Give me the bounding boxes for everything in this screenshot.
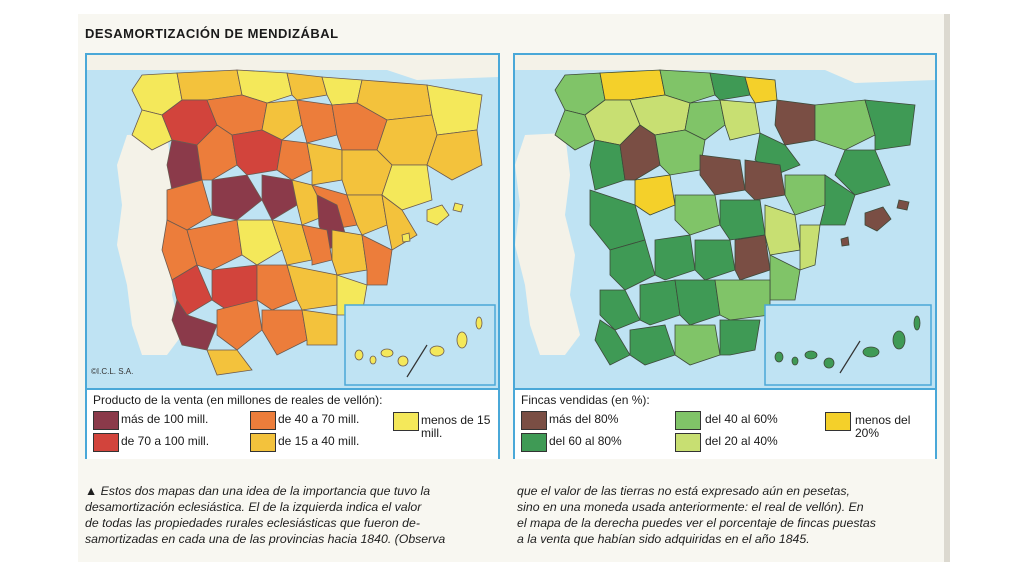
legend-label-20-40: del 20 al 40% [705,434,778,448]
canary-inset [344,304,496,386]
caption-right-line-3: el mapa de la derecha puedes ver el porc… [517,516,876,530]
france-land [515,55,935,83]
left-map: ©I.C.L. S.A. [87,55,498,388]
right-legend: Fincas vendidas (en %): más del 80% del … [515,388,935,459]
canary-islands [354,316,483,367]
legend-label-less-15: menos de 15 mill. [421,413,491,440]
legend-swatch-less-15 [393,412,419,431]
caption-right-line-2: sino en una moneda usada anteriormente: … [517,500,864,514]
caption-left-line-3: de todas las propiedades rurales eclesiá… [85,516,420,530]
legend-label-40-60: del 40 al 60% [705,412,778,426]
right-provinces [554,69,916,366]
left-provinces [131,69,483,376]
right-legend-title: Fincas vendidas (en %): [521,393,650,407]
copyright-label: ©I.C.L. S.A. [91,367,134,376]
left-legend-title: Producto de la venta (en millones de rea… [93,393,383,407]
caption-left: ▲ Estos dos mapas dan una idea de la imp… [85,483,495,547]
legend-label-15-40: de 15 a 40 mill. [278,434,360,448]
balearic-ibiza [840,236,850,247]
legend-label-more-80: más del 80% [549,412,619,426]
legend-label-less-20: menos del 20% [855,413,911,440]
left-map-panel: ©I.C.L. S.A. Producto de la venta (en mi… [85,53,500,459]
balearic-mallorca [864,206,892,232]
caption-left-line-2: desamortización eclesiástica. El de la i… [85,500,422,514]
triangle-marker-icon: ▲ [85,484,98,498]
balearic-menorca [896,199,910,211]
legend-swatch-15-40 [250,433,276,452]
right-map-panel: Fincas vendidas (en %): más del 80% del … [513,53,937,459]
caption-left-line-4: samortizadas en cada una de las provinci… [85,532,446,546]
legend-label-40-70: de 40 a 70 mill. [278,412,360,426]
page-title: DESAMORTIZACIÓN DE MENDIZÁBAL [85,26,339,41]
balearic-ibiza [401,232,411,243]
balearic-menorca [452,202,464,213]
canary-islands [774,315,921,369]
legend-swatch-70-100 [93,433,119,452]
portugal-land [515,133,580,355]
legend-label-more-100: más de 100 mill. [121,412,209,426]
caption-right-line-4: a la venta que habían sido adquiridas en… [517,532,810,546]
right-map-svg [515,55,935,386]
inset-divider [839,340,861,374]
left-legend: Producto de la venta (en millones de rea… [87,388,498,459]
caption-left-line-1: ▲ Estos dos mapas dan una idea de la imp… [85,483,495,499]
caption-right: que el valor de las tierras no está expr… [517,483,927,547]
legend-swatch-more-80 [521,411,547,430]
legend-label-60-80: del 60 al 80% [549,434,622,448]
france-land [87,55,498,80]
legend-swatch-less-20 [825,412,851,431]
portugal-land [117,133,182,355]
inset-divider [406,344,428,378]
legend-swatch-20-40 [675,433,701,452]
caption-right-line-1: que el valor de las tierras no está expr… [517,484,850,498]
legend-swatch-40-70 [250,411,276,430]
legend-swatch-40-60 [675,411,701,430]
canary-inset [764,304,932,386]
right-map [515,55,935,388]
legend-swatch-more-100 [93,411,119,430]
balearic-mallorca [426,204,450,226]
legend-label-70-100: de 70 a 100 mill. [121,434,210,448]
left-map-svg [87,55,498,386]
page-edge [944,14,950,562]
legend-swatch-60-80 [521,433,547,452]
caption-left-line-1-text: Estos dos mapas dan una idea de la impor… [100,484,431,498]
